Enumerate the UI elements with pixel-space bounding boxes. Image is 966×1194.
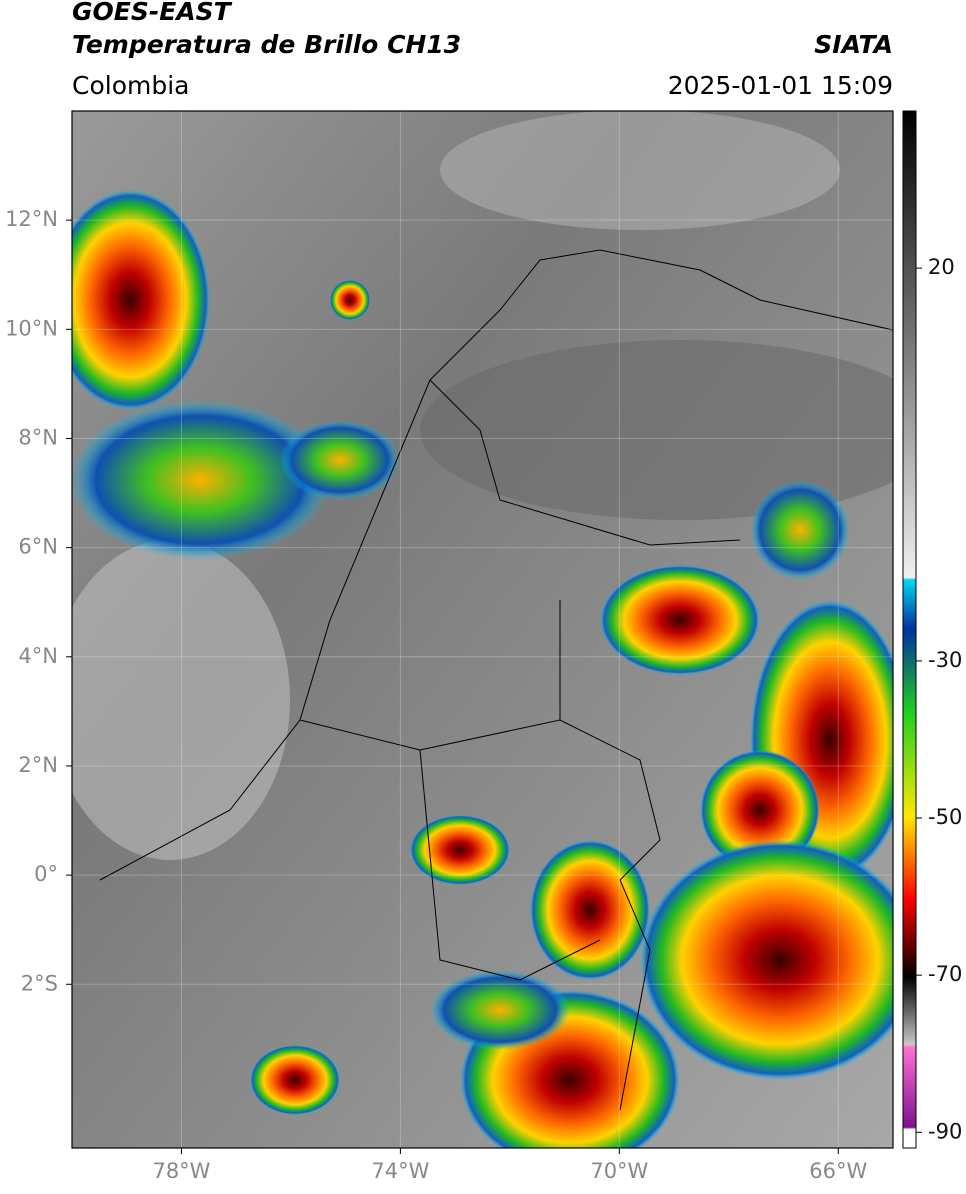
- storm: [750, 480, 850, 580]
- y-tick-label: 8°N: [18, 425, 58, 449]
- satellite-image: [72, 111, 893, 1148]
- storm: [430, 970, 570, 1050]
- x-tick-label: 66°W: [809, 1159, 867, 1183]
- colorbar-tick-label: -50: [928, 805, 962, 829]
- storm: [700, 750, 820, 870]
- storm: [250, 1045, 340, 1115]
- colorbar-tick-label: -90: [928, 1119, 962, 1143]
- region: Colombia: [72, 71, 189, 100]
- x-tick-label: 74°W: [371, 1159, 429, 1183]
- y-tick-label: 10°N: [5, 316, 58, 340]
- storm: [640, 840, 893, 1080]
- dark-region: [420, 340, 893, 520]
- colorbar: [902, 110, 917, 1149]
- storm: [330, 280, 370, 320]
- map-frame: [71, 110, 894, 1149]
- storm: [72, 400, 330, 560]
- colorbar-tick-label: -30: [928, 648, 962, 672]
- y-tick-label: 12°N: [5, 207, 58, 231]
- y-tick-label: 0°: [34, 862, 58, 886]
- y-tick-label: 2°N: [18, 753, 58, 777]
- x-tick-label: 78°W: [152, 1159, 210, 1183]
- colorbar-tick-label: 20: [928, 255, 955, 279]
- storm: [72, 190, 210, 410]
- storm: [530, 840, 650, 980]
- y-tick-label: 4°N: [18, 644, 58, 668]
- source: SIATA: [814, 30, 893, 59]
- y-tick-label: 6°N: [18, 535, 58, 559]
- borders: [99, 249, 893, 1111]
- x-tick-label: 70°W: [590, 1159, 648, 1183]
- colorbar-tick-label: -70: [928, 962, 962, 986]
- grid: [72, 111, 893, 1148]
- cloud-region: [72, 540, 290, 860]
- storm: [280, 420, 400, 500]
- title: GOES-EAST: [72, 0, 233, 26]
- storm: [600, 565, 760, 675]
- y-tick-label: 2°S: [21, 971, 58, 995]
- subtitle: Temperatura de Brillo CH13: [72, 30, 461, 59]
- cloud-region: [440, 111, 840, 230]
- datetime: 2025-01-01 15:09: [668, 71, 893, 100]
- storm: [410, 815, 510, 885]
